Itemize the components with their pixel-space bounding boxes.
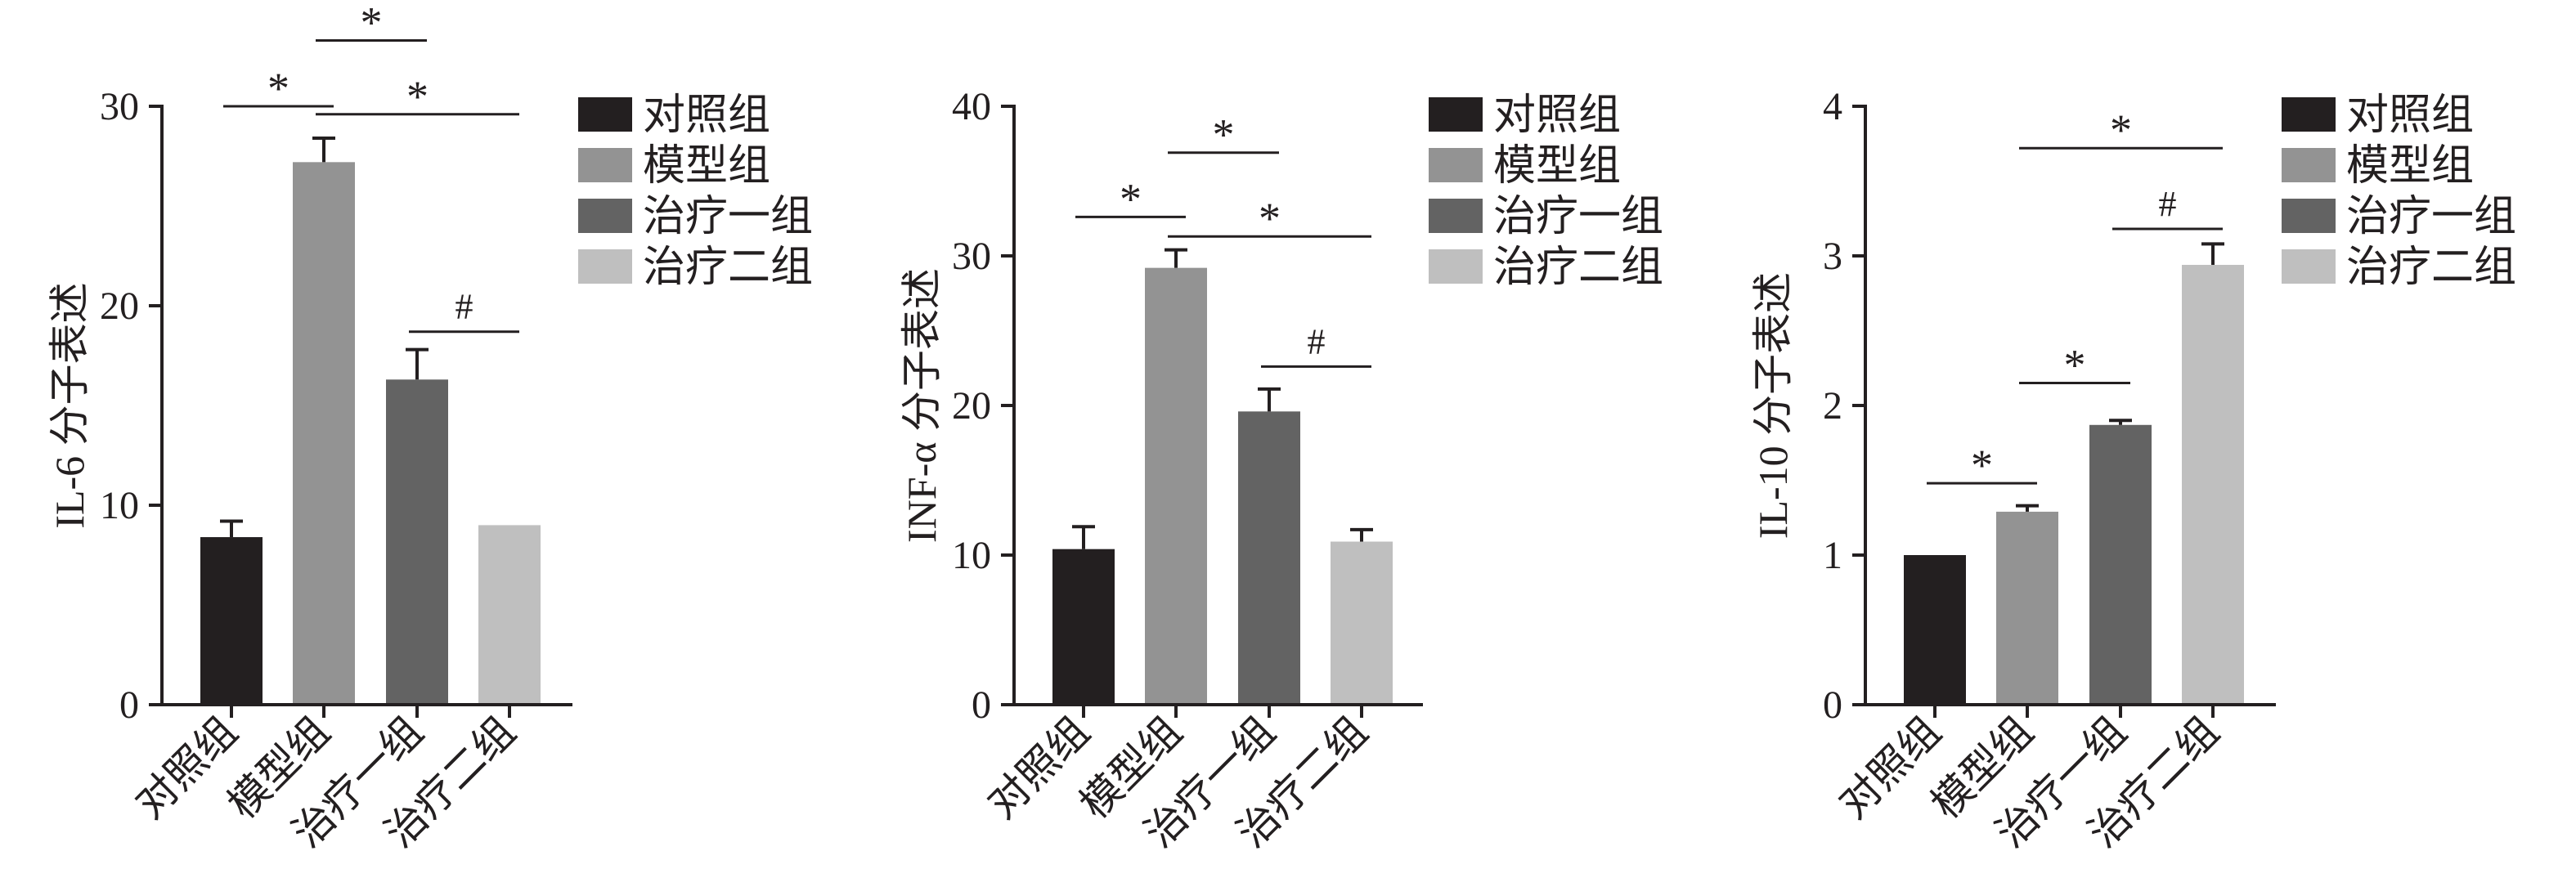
legend-label-2: 模型组 <box>643 143 770 190</box>
legend-label-1: 对照组 <box>2346 92 2474 139</box>
y-tick-label: 0 <box>972 683 991 727</box>
significance-marker: * <box>1971 441 1993 490</box>
legend-swatch-3 <box>2282 199 2336 233</box>
legend-swatch-3 <box>1429 199 1483 233</box>
significance-marker: # <box>2159 184 2177 224</box>
bar-1 <box>200 537 263 705</box>
y-axis-title: IL-6 分子表述 <box>47 282 92 528</box>
bar-4 <box>2182 264 2244 706</box>
legend-label-2: 模型组 <box>2346 143 2474 190</box>
y-tick-label: 20 <box>100 284 139 328</box>
y-tick-label: 3 <box>1823 235 1842 278</box>
legend-swatch-4 <box>2282 249 2336 284</box>
y-axis-title: INF-α 分子表述 <box>899 268 945 543</box>
legend-label-4: 治疗二组 <box>643 244 813 291</box>
bar-4 <box>1331 541 1393 705</box>
y-tick-label: 30 <box>952 235 991 278</box>
y-tick-label: 10 <box>100 484 139 527</box>
legend-label-1: 对照组 <box>643 92 770 139</box>
significance-marker: * <box>2110 105 2132 155</box>
legend-swatch-2 <box>578 148 632 182</box>
bar-3 <box>386 379 448 705</box>
legend-label-1: 对照组 <box>1493 92 1621 139</box>
legend-swatch-4 <box>578 249 632 284</box>
x-tick-label: 对照组 <box>1830 708 1950 827</box>
y-tick-label: 30 <box>100 85 139 128</box>
significance-marker: # <box>1308 321 1326 361</box>
y-tick-label: 20 <box>952 384 991 428</box>
bar-4 <box>478 525 541 705</box>
bar-2 <box>293 162 355 705</box>
significance-marker: * <box>1120 174 1142 223</box>
legend-swatch-4 <box>1429 249 1483 284</box>
significance-marker: * <box>267 64 289 113</box>
significance-marker: # <box>456 287 473 327</box>
legend-swatch-2 <box>2282 148 2336 182</box>
y-axis-title: IL-10 分子表述 <box>1750 272 1796 539</box>
x-tick-label: 对照组 <box>127 708 246 827</box>
legend-label-3: 治疗一组 <box>2346 194 2516 240</box>
y-tick-label: 4 <box>1823 85 1842 128</box>
y-tick-label: 10 <box>952 534 991 577</box>
bar-3 <box>2089 424 2152 705</box>
significance-marker: * <box>2064 341 2086 390</box>
significance-marker: * <box>1259 194 1281 243</box>
bar-2 <box>1996 511 2058 705</box>
significance-marker: * <box>406 72 429 121</box>
y-tick-label: 2 <box>1823 384 1842 428</box>
bar-1 <box>1904 555 1966 705</box>
bar-3 <box>1238 411 1300 705</box>
significance-marker: * <box>361 0 383 47</box>
legend-swatch-1 <box>1429 97 1483 132</box>
legend-swatch-3 <box>578 199 632 233</box>
y-tick-label: 0 <box>119 683 139 727</box>
significance-marker: * <box>1213 110 1235 159</box>
y-tick-label: 0 <box>1823 683 1842 727</box>
legend-label-2: 模型组 <box>1493 143 1621 190</box>
legend-swatch-1 <box>578 97 632 132</box>
x-tick-label: 对照组 <box>979 708 1098 827</box>
legend-label-3: 治疗一组 <box>1493 194 1663 240</box>
legend-swatch-2 <box>1429 148 1483 182</box>
legend-label-4: 治疗二组 <box>2346 244 2516 291</box>
bar-1 <box>1052 549 1115 705</box>
legend-label-4: 治疗二组 <box>1493 244 1663 291</box>
y-tick-label: 40 <box>952 85 991 128</box>
legend-label-3: 治疗一组 <box>643 194 813 240</box>
y-tick-label: 1 <box>1823 534 1842 577</box>
legend-swatch-1 <box>2282 97 2336 132</box>
bar-2 <box>1145 267 1207 705</box>
